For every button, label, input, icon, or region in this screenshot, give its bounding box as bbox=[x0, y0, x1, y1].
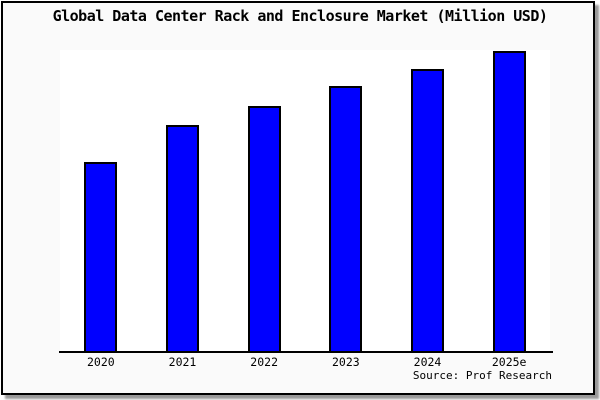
plot-area bbox=[60, 50, 550, 352]
chart-title: Global Data Center Rack and Enclosure Ma… bbox=[52, 7, 548, 25]
x-tick-label-2021: 2021 bbox=[168, 355, 197, 369]
bar-2023 bbox=[329, 86, 363, 352]
x-tick-label-2022: 2022 bbox=[250, 355, 278, 369]
x-axis-line bbox=[59, 351, 553, 353]
bar-2025e bbox=[492, 51, 526, 352]
x-tick-label-2025e: 2025e bbox=[491, 355, 527, 369]
bar-2022 bbox=[247, 106, 281, 352]
bar-2024 bbox=[411, 69, 444, 352]
bar-2020 bbox=[84, 162, 118, 352]
source-credit: Source: Prof Research bbox=[412, 369, 552, 382]
bar-2021 bbox=[166, 125, 199, 352]
x-tick-label-2020: 2020 bbox=[86, 355, 115, 369]
x-tick-label-2023: 2023 bbox=[331, 355, 360, 369]
x-tick-label-2024: 2024 bbox=[413, 355, 442, 369]
